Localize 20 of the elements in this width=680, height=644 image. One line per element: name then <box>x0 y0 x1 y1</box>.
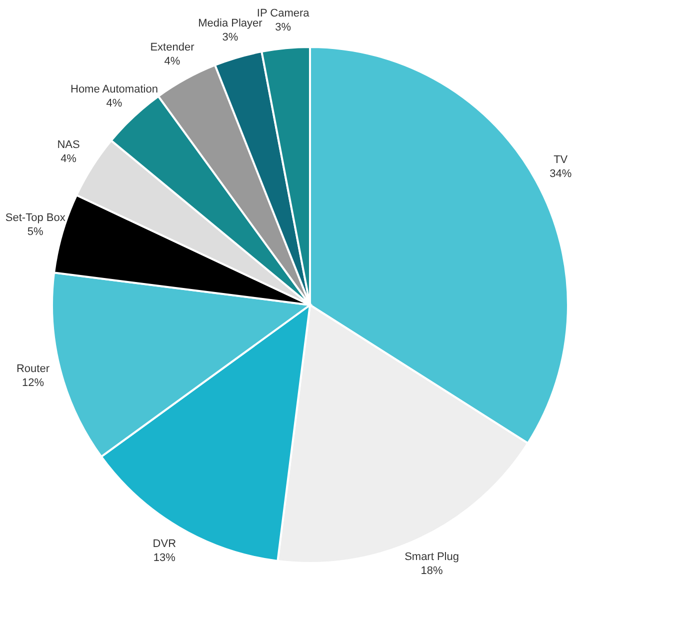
data-label: 12% <box>22 377 44 390</box>
slice-label: Home Automation <box>70 84 158 96</box>
slice-label: Router <box>16 363 50 376</box>
data-label: 13% <box>153 552 176 564</box>
data-label: 34% <box>550 168 572 180</box>
slice-label: Extender <box>150 41 195 54</box>
data-label: 5% <box>27 226 44 238</box>
data-label: 3% <box>275 21 292 34</box>
slice-label: Set-Top Box <box>5 212 66 224</box>
data-label: 4% <box>164 55 180 68</box>
data-label: 4% <box>60 152 77 165</box>
data-label: 3% <box>222 31 238 44</box>
slice-label: NAS <box>57 138 80 151</box>
slice-label: DVR <box>152 538 176 550</box>
data-label: 4% <box>106 98 122 110</box>
data-label: 18% <box>420 564 443 577</box>
slice-label: Media Player <box>198 17 263 30</box>
slice-label: TV <box>554 154 568 166</box>
slice-label: Smart Plug <box>404 550 459 563</box>
slice-label: IP Camera <box>256 7 310 20</box>
